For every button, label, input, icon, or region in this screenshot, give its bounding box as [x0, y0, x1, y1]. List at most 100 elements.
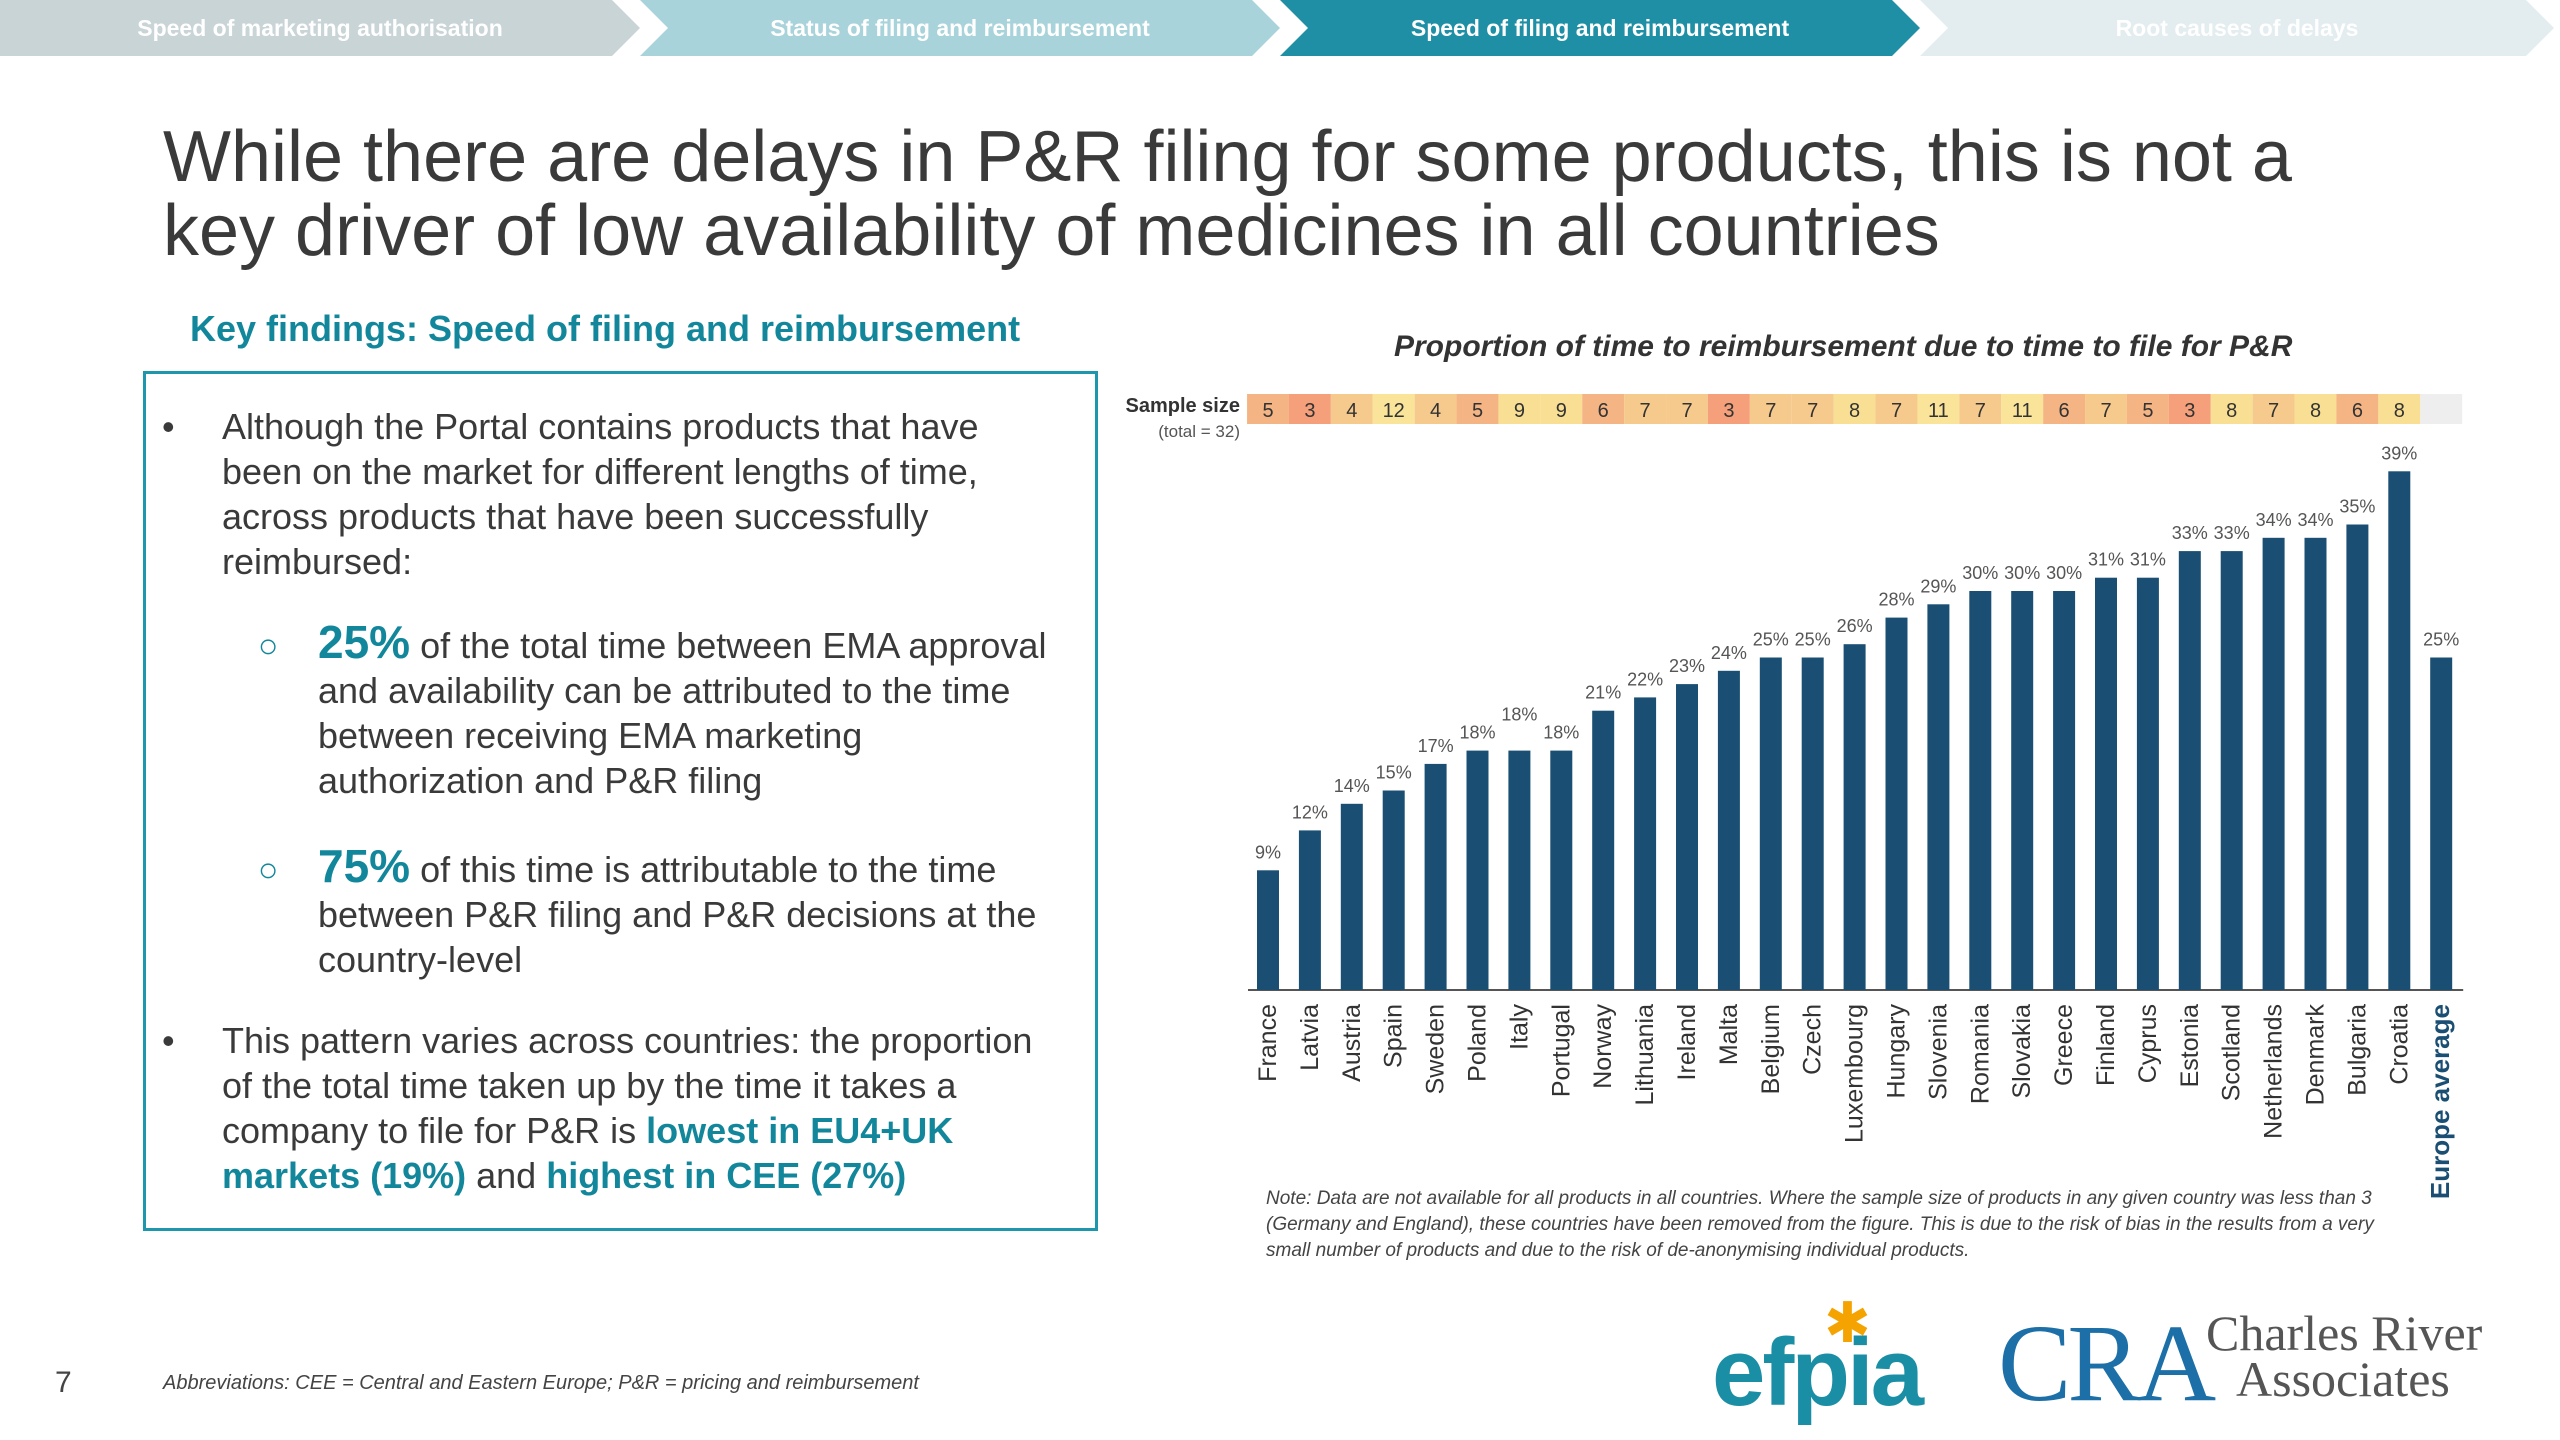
key-findings-heading: Key findings: Speed of filing and reimbu…	[190, 308, 1021, 349]
category-label: Sweden	[1422, 1004, 1450, 1094]
finding-bullet-portal: • Although the Portal contains products …	[162, 406, 979, 582]
breadcrumb-step-3[interactable]: Speed of filing and reimbursement	[1280, 0, 1948, 56]
data-label: 14%	[1334, 776, 1370, 796]
bar	[1382, 790, 1405, 990]
sample-size-value: 8	[2394, 400, 2405, 422]
sample-size-value: 6	[2059, 400, 2070, 422]
sample-size-cell	[1959, 394, 2002, 424]
bar	[1298, 830, 1321, 990]
bar	[2304, 537, 2327, 990]
data-label: 31%	[2130, 550, 2166, 570]
category-label: Denmark	[2302, 1004, 2330, 1106]
sample-size-cell	[1833, 394, 1876, 424]
sample-size-cell	[1624, 394, 1667, 424]
data-label: 21%	[1585, 683, 1621, 703]
bar	[1969, 591, 1992, 990]
finding-sub-75-percent: ○ 75% of this time is attributable to th…	[258, 840, 1037, 980]
category-label: Austria	[1338, 1004, 1366, 1082]
data-label: 33%	[2172, 523, 2208, 543]
bar	[1340, 803, 1363, 990]
category-label: Cyprus	[2134, 1004, 2162, 1083]
sample-size-value: 3	[1304, 400, 1315, 422]
sample-size-cell	[2043, 394, 2086, 424]
data-label: 39%	[2381, 443, 2417, 463]
category-label: Croatia	[2385, 1004, 2413, 1085]
sample-size-value: 9	[1514, 400, 1525, 422]
sample-size-value: 6	[2352, 400, 2363, 422]
sample-size-value: 11	[1928, 400, 1949, 422]
bar	[1550, 750, 1573, 990]
data-label: 18%	[1501, 705, 1537, 725]
bar	[1759, 657, 1782, 990]
circle-bullet-icon: ○	[258, 851, 279, 889]
breadcrumb-step-4[interactable]: Root causes of delays	[1920, 0, 2560, 56]
key-findings-box	[143, 371, 1098, 1231]
category-label: Malta	[1715, 1004, 1743, 1065]
category-label: Finland	[2092, 1004, 2120, 1086]
category-label: Estonia	[2176, 1004, 2204, 1087]
sample-size-value: 7	[1681, 400, 1692, 422]
bar	[2136, 577, 2159, 990]
cra-logo: CRA Charles River Associates	[1998, 1302, 2483, 1424]
sample-size-value: 7	[1640, 400, 1651, 422]
bar	[1424, 763, 1447, 990]
sample-size-cell	[1749, 394, 1792, 424]
bar	[1508, 750, 1531, 990]
sample-size-value: 3	[1723, 400, 1734, 422]
category-label: Ireland	[1673, 1004, 1701, 1080]
sample-size-cell	[2210, 394, 2253, 424]
data-label: 30%	[1962, 563, 1998, 583]
breadcrumb-step-1[interactable]: Speed of marketing authorisation	[0, 0, 668, 56]
sample-size-cell	[2378, 394, 2421, 424]
bar	[1676, 684, 1698, 990]
sample-size-value: 6	[1598, 400, 1609, 422]
category-label: Bulgaria	[2343, 1004, 2371, 1096]
page-title-line-1: While there are delays in P&R filing for…	[163, 117, 2292, 197]
sample-size-value: 12	[1383, 400, 1405, 422]
category-label: Poland	[1464, 1004, 1492, 1082]
data-label: 30%	[2046, 563, 2082, 583]
data-label: 25%	[1753, 630, 1789, 650]
sample-size-cell	[1875, 394, 1918, 424]
breadcrumb-step-label: Status of filing and reimbursement	[770, 15, 1150, 41]
sample-size-value: 7	[1807, 400, 1818, 422]
bar	[2262, 537, 2285, 990]
data-label: 18%	[1459, 723, 1495, 743]
breadcrumb-step-label: Speed of filing and reimbursement	[1410, 15, 1790, 41]
sample-size-cell	[2085, 394, 2127, 424]
page-title: While there are delays in P&R filing for…	[163, 120, 2443, 268]
sample-size-cell	[2420, 394, 2463, 424]
breadcrumb: Speed of marketing authorisation Status o…	[0, 0, 2560, 56]
data-label: 18%	[1543, 723, 1579, 743]
data-label: 29%	[1920, 576, 1956, 596]
category-label: Belgium	[1757, 1004, 1785, 1094]
data-label: 28%	[1878, 590, 1914, 610]
sample-size-cell	[1414, 394, 1457, 424]
bar	[1466, 750, 1489, 990]
bar	[1257, 870, 1279, 990]
bar	[2053, 591, 2076, 990]
category-label: Portugal	[1547, 1004, 1575, 1097]
data-label: 17%	[1418, 736, 1454, 756]
data-label: 12%	[1292, 802, 1328, 822]
data-label: 34%	[2297, 510, 2333, 530]
data-label: 23%	[1669, 656, 1705, 676]
category-label: Scotland	[2218, 1004, 2246, 1101]
sample-size-value: 9	[1556, 400, 1567, 422]
sample-size-cell	[1582, 394, 1625, 424]
sample-size-value: 5	[1262, 400, 1273, 422]
data-label: 22%	[1627, 669, 1663, 689]
sample-size-cell	[1540, 394, 1583, 424]
sample-size-value: 8	[2310, 400, 2321, 422]
category-label: France	[1254, 1004, 1282, 1082]
sample-size-value: 8	[2226, 400, 2237, 422]
data-label: 24%	[1711, 643, 1747, 663]
category-label: Greece	[2050, 1004, 2078, 1086]
category-label: Lithuania	[1631, 1004, 1659, 1106]
sample-size-value: 7	[1975, 400, 1986, 422]
breadcrumb-step-2[interactable]: Status of filing and reimbursement	[640, 0, 1308, 56]
category-label: Luxembourg	[1841, 1004, 1869, 1143]
sample-size-cell	[2168, 394, 2211, 424]
sample-size-cell	[1247, 394, 1289, 424]
efpia-star-icon: ✱	[1824, 1291, 1871, 1354]
